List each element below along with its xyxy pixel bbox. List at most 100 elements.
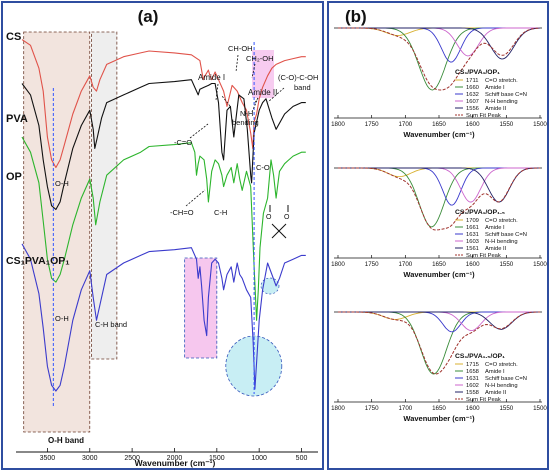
annot-o-h-2: O-H <box>55 314 69 323</box>
arrow-amide-i <box>215 83 219 101</box>
inset-peak-2 <box>338 311 540 333</box>
inset-peak-3 <box>338 167 540 203</box>
annot-ch-oh: CH-OH <box>228 44 253 53</box>
x-axis-ticks: 3500 3000 2500 2000 1500 1000 500 <box>16 448 318 462</box>
arrow-c-o-c-oh <box>267 87 285 103</box>
annot-ch-eq-o: -CH=O <box>170 208 194 217</box>
annot-nh-1: N-H <box>240 109 253 118</box>
inset-sum-fit <box>338 167 540 231</box>
legend-value-0: 1709 <box>466 218 479 224</box>
legend-label-1: Amide I <box>485 85 505 91</box>
annot-ch2-oh: CH₂-OH <box>246 54 274 63</box>
x-tick-label-6: 500 <box>296 455 308 462</box>
inset-tick-label-2: 1700 <box>398 405 412 412</box>
inset-tick-label-6: 1500 <box>533 405 547 412</box>
inset-3: 1800 1750 1700 1650 1600 1550 1500 Wavenumber (… <box>331 311 547 423</box>
inset-x-label: Wavenumber (cm⁻¹) <box>403 130 475 139</box>
inset-title: CS₁/PVA₁/OP₁ <box>455 69 500 76</box>
glyph-cross-2 <box>271 223 287 239</box>
legend-value-4: 1558 <box>466 390 479 396</box>
inset-tick-label-1: 1750 <box>365 405 379 412</box>
arrow-nh <box>221 95 231 107</box>
inset-peak-3 <box>338 27 540 57</box>
annot-c-eq-o: -C=O <box>174 138 192 147</box>
sample-label-pva: PVA <box>6 113 28 125</box>
annot-c-h: C-H <box>214 208 227 217</box>
panel-a-label: (a) <box>138 7 159 26</box>
inset-tick-label-5: 1550 <box>499 121 513 128</box>
inset-tick-label-2: 1700 <box>398 261 412 268</box>
annotation-arrows <box>185 54 285 207</box>
peak-fit-insets: 1800 1750 1700 1650 1600 1550 1500 Wavenumber (… <box>331 27 547 423</box>
arrow-c-eq-o <box>189 123 209 139</box>
legend-value-3: 1603 <box>466 239 479 245</box>
inset-peak-4 <box>338 167 540 203</box>
inset-tick-label-4: 1600 <box>466 261 480 268</box>
inset-x-label: Wavenumber (cm⁻¹) <box>403 414 475 423</box>
inset-tick-label-1: 1750 <box>365 261 379 268</box>
spectrum-blend <box>21 243 306 392</box>
legend-label-4: Amide II <box>485 106 507 112</box>
x-tick-label-1: 3000 <box>82 455 98 462</box>
annot-nh-2: bending <box>232 118 259 127</box>
arrow-ch-eq-o <box>185 189 206 207</box>
inset-peak-4 <box>338 311 541 330</box>
annot-c-o: C-O <box>256 163 270 172</box>
inset-tick-label-4: 1600 <box>466 405 480 412</box>
inset-x-label: Wavenumber (cm⁻¹) <box>403 270 475 279</box>
legend-label-5: Sum Fit Peak <box>466 113 501 119</box>
legend-label-3: N-H bending <box>485 383 518 389</box>
inset-tick-label-6: 1500 <box>533 121 547 128</box>
legend-value-2: 1631 <box>466 376 479 382</box>
inset-tick-label-3: 1650 <box>432 261 446 268</box>
panel-b-frame <box>327 1 549 470</box>
spectrum-pva <box>21 79 306 211</box>
inset-1: 1800 1750 1700 1650 1600 1550 1500 Wavenumber (… <box>331 27 547 139</box>
legend-label-0: C=O stretch. <box>485 218 518 224</box>
inset-sum-fit <box>338 27 541 91</box>
annot-o-h-1: O-H <box>55 179 69 188</box>
inset-peak-4 <box>338 27 541 60</box>
sample-label-blend: CS₁PVA₁OP₁ <box>6 255 70 267</box>
inset-tick-label-3: 1650 <box>432 405 446 412</box>
legend-label-0: C=O stretch. <box>485 362 518 368</box>
legend-value-1: 1661 <box>466 225 479 231</box>
x-tick-label-3: 2000 <box>167 455 183 462</box>
legend-value-2: 1631 <box>466 232 479 238</box>
spectrum-cs <box>21 39 306 169</box>
inset-peak-3 <box>338 311 540 332</box>
arrow-nh-right <box>251 97 259 113</box>
legend-label-0: C=O stretch. <box>485 78 518 84</box>
x-tick-label-0: 3500 <box>40 455 56 462</box>
legend-value-0: 1715 <box>466 362 479 368</box>
annot-ch-band: C-H band <box>95 320 127 329</box>
legend-value-2: 1632 <box>466 92 479 98</box>
annot-amide-i: Amide I <box>198 73 225 82</box>
legend-value-0: 1711 <box>466 78 478 84</box>
legend-label-1: Amide I <box>485 369 505 375</box>
arrow-ch2-oh <box>251 63 256 79</box>
inset-peak-0 <box>338 27 540 36</box>
inset-tick-label-6: 1500 <box>533 261 547 268</box>
x-tick-label-5: 1000 <box>251 455 267 462</box>
legend-value-4: 1561 <box>466 246 479 252</box>
inset-tick-label-5: 1550 <box>499 405 513 412</box>
inset-tick-label-0: 1800 <box>331 261 345 268</box>
legend-value-3: 1607 <box>466 99 479 105</box>
annot-c-o-c-oh: (C-O)-C-OH <box>278 73 318 82</box>
legend-label-3: N-H bending <box>485 99 518 105</box>
legend-value-4: 1556 <box>466 106 479 112</box>
inset-tick-label-1: 1750 <box>365 121 379 128</box>
panel-b-label: (b) <box>345 7 367 26</box>
legend-value-1: 1658 <box>466 369 479 375</box>
inset-tick-label-0: 1800 <box>331 405 345 412</box>
legend-label-4: Amide II <box>485 390 507 396</box>
legend-label-5: Sum Fit Peak <box>466 397 501 403</box>
region-ch-band <box>91 31 118 360</box>
panel-a: 3500 3000 2500 2000 1500 1000 500 (a) Wavenumb… <box>1 1 324 470</box>
legend-label-2: Schiff base C=N <box>485 232 527 238</box>
spectra-series <box>21 39 306 392</box>
inset-2: 1800 1750 1700 1650 1600 1550 1500 Wavenumber (… <box>331 167 547 279</box>
legend-label-1: Amide I <box>485 225 505 231</box>
